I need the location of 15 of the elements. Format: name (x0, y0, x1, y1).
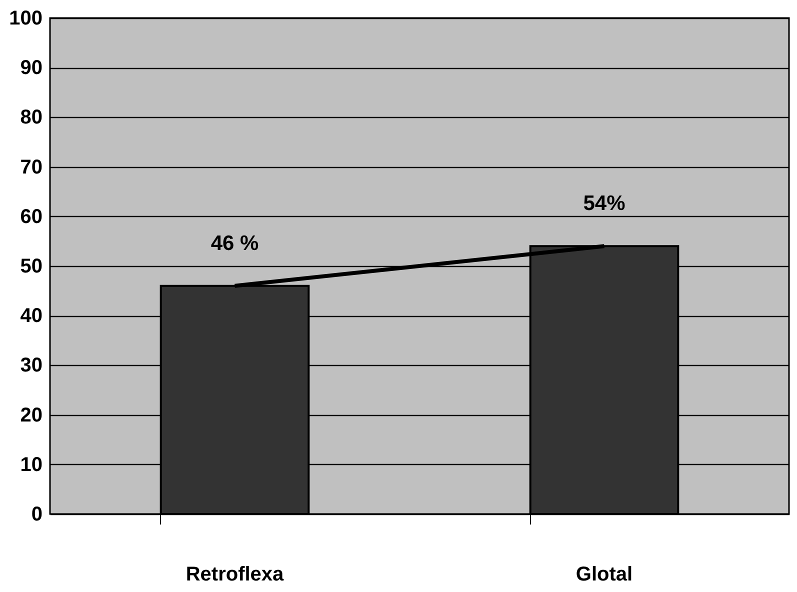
x-tick-label: Retroflexa (186, 564, 285, 586)
y-tick-label: 60 (20, 206, 42, 228)
data-label: 46 % (210, 232, 260, 255)
y-tick-label: 40 (20, 305, 42, 328)
y-tick-label: 20 (20, 404, 42, 426)
y-tick-label: 90 (20, 57, 42, 80)
y-tick-label: 0 (31, 504, 42, 526)
data-label: 54% (583, 192, 626, 216)
y-tick-label: 80 (20, 106, 42, 129)
y-tick-label: 10 (20, 454, 42, 476)
y-tick-label: 100 (9, 8, 42, 30)
y-tick-label: 30 (20, 354, 42, 377)
y-tick-label: 70 (20, 156, 42, 178)
x-tick-label: Glotal (576, 564, 633, 586)
y-tick-label: 50 (20, 256, 42, 278)
